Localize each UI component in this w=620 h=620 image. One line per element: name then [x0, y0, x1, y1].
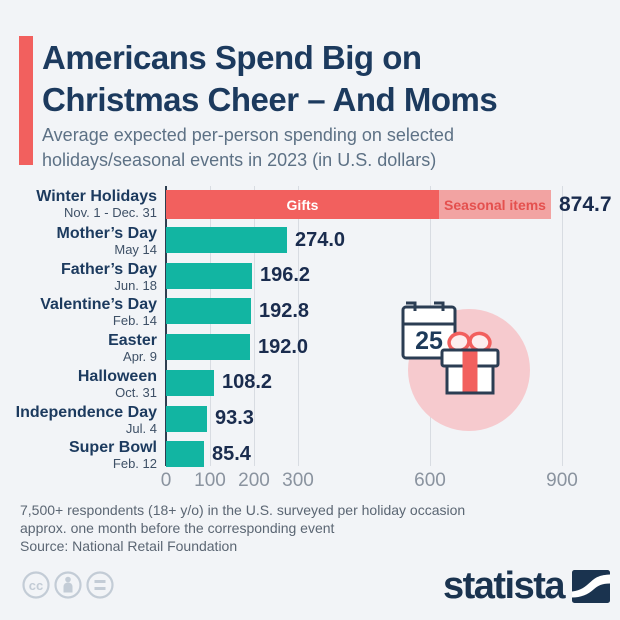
row-name: Easter — [108, 332, 157, 350]
calendar-icon: 25 — [401, 301, 457, 360]
row-date: May 14 — [114, 242, 157, 257]
axis-tick-label: 300 — [282, 470, 314, 491]
subtitle-line-1: Average expected per-person spending on … — [42, 125, 454, 145]
source-note: Source: National Retail Foundation — [20, 538, 238, 554]
footnote: 7,500+ respondents (18+ y/o) in the U.S.… — [20, 501, 465, 537]
bar-row-label: Winter Holidays Nov. 1 - Dec. 31 — [0, 188, 157, 220]
axis-tick-label: 100 — [194, 470, 226, 491]
row-date: Jul. 4 — [125, 420, 157, 436]
bar-value: 874.7 — [559, 192, 612, 216]
bar-value: 196.2 — [260, 264, 311, 287]
title-line-2: Christmas Cheer – And Moms — [42, 81, 498, 118]
row-name: Independence Day — [15, 403, 157, 421]
bar-value: 85.4 — [212, 442, 251, 465]
holiday-gift-illustration: 25 — [401, 301, 530, 431]
y-axis-line — [165, 186, 167, 466]
bar-segment-main — [166, 227, 287, 253]
row-date: Feb. 12 — [112, 456, 157, 472]
row-name: Father’s Day — [60, 260, 157, 278]
row-name: Valentine’s Day — [40, 296, 157, 314]
axis-tick-label: 0 — [160, 470, 172, 491]
bar-segment-gifts: Gifts — [166, 190, 439, 219]
svg-text:cc: cc — [29, 578, 43, 593]
bar-segment-main — [166, 262, 252, 289]
grid-line — [298, 186, 299, 466]
bar-value: 192.8 — [259, 299, 310, 322]
row-name: Super Bowl — [68, 439, 157, 457]
row-name: Halloween — [77, 367, 157, 385]
row-name: Winter Holidays — [36, 188, 157, 205]
bar-row-label: Father’s Day Jun. 18 — [0, 261, 157, 293]
bar-value: 274.0 — [295, 228, 346, 251]
page-title: Americans Spend Big on Christmas Cheer –… — [42, 37, 602, 121]
bar-segment-main — [166, 369, 214, 396]
cc-license-icons: cc — [22, 571, 114, 599]
footnote-line-1: 7,500+ respondents (18+ y/o) in the U.S.… — [20, 502, 466, 518]
calendar-day: 25 — [415, 327, 443, 355]
bar-value: 93.3 — [215, 407, 254, 429]
row-date: Feb. 14 — [112, 313, 157, 329]
axis-tick-label: 900 — [546, 470, 578, 491]
bar-row-label: Independence Day Jul. 4 — [0, 404, 157, 436]
row-name: Mother’s Day — [56, 225, 157, 242]
bar-value: 108.2 — [222, 371, 273, 394]
bar-segment-seasonal: Seasonal items — [439, 190, 551, 219]
bar-segment-main — [166, 334, 250, 361]
bar-row-label: Mother’s Day May 14 — [0, 225, 157, 257]
bar-segment-main — [166, 298, 251, 325]
axis-tick-label: 200 — [238, 470, 270, 491]
bar-row-label: Halloween Oct. 31 — [0, 368, 157, 400]
bar-segment-label: Gifts — [286, 196, 319, 213]
gift-icon — [440, 331, 500, 395]
bar-segment-main — [166, 405, 207, 432]
row-date: Jun. 18 — [114, 277, 157, 293]
statista-logo-mark — [572, 570, 610, 603]
grid-line — [254, 186, 255, 466]
bar-row-label: Easter Apr. 9 — [0, 332, 157, 364]
equal-icon — [86, 571, 114, 599]
bar-row-label: Super Bowl Feb. 12 — [0, 439, 157, 471]
footnote-line-2: approx. one month before the correspondi… — [20, 520, 335, 536]
grid-line — [562, 186, 563, 466]
bar-value: 192.0 — [258, 335, 309, 358]
statista-logo: statista — [442, 565, 566, 607]
bar-segment-label: Seasonal items — [444, 196, 546, 213]
row-date: Apr. 9 — [123, 349, 157, 365]
bar-row-label: Valentine’s Day Feb. 14 — [0, 296, 157, 328]
accent-bar — [19, 36, 33, 165]
cc-icon: cc — [22, 571, 50, 599]
row-date: Oct. 31 — [115, 384, 157, 400]
chart-subtitle: Average expected per-person spending on … — [42, 123, 582, 173]
bar-segment-main — [166, 441, 204, 468]
title-line-1: Americans Spend Big on — [42, 39, 422, 76]
row-date: Nov. 1 - Dec. 31 — [64, 205, 157, 220]
attribution-icon — [54, 571, 82, 599]
grid-line — [210, 186, 211, 466]
axis-tick-label: 600 — [414, 470, 446, 491]
subtitle-line-2: holidays/seasonal events in 2023 (in U.S… — [42, 150, 437, 170]
